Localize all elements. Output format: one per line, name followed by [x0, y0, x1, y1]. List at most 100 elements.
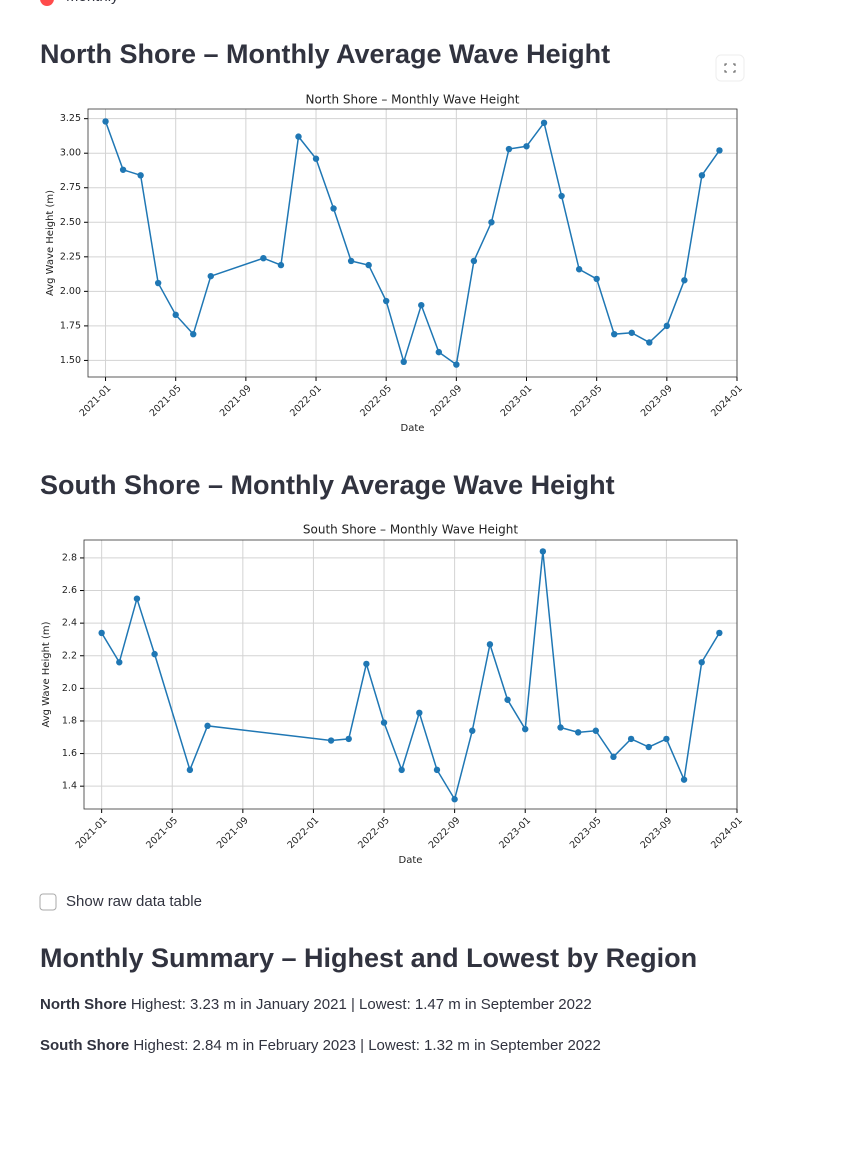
data-point	[486, 641, 494, 648]
summary-title: Monthly Summary – Highest and Lowest by …	[40, 943, 697, 973]
data-point	[574, 729, 582, 736]
data-point	[347, 257, 355, 265]
x-tick-label: 2021-09	[218, 383, 254, 419]
data-point	[137, 172, 144, 179]
data-point	[363, 660, 370, 668]
fullscreen-button[interactable]	[715, 54, 745, 82]
y-tick-label: 2.8	[62, 552, 77, 563]
data-point	[539, 548, 547, 555]
x-axis-label: Date	[401, 423, 425, 434]
y-tick-label: 2.2	[62, 650, 77, 661]
radio-dot[interactable]	[40, 0, 54, 6]
data-point	[680, 776, 688, 783]
data-point	[398, 766, 405, 774]
data-point	[345, 735, 352, 743]
data-point	[611, 330, 618, 338]
data-point	[716, 147, 723, 154]
y-tick-label: 3.00	[60, 148, 81, 159]
data-point	[151, 650, 158, 658]
x-tick-label: 2023-05	[568, 815, 604, 851]
y-tick-label: 2.6	[62, 585, 77, 596]
data-point	[628, 329, 635, 336]
x-tick-label: 2024-01	[709, 383, 745, 419]
data-point	[627, 735, 635, 743]
x-tick-label: 2022-09	[428, 383, 464, 419]
data-point	[204, 722, 211, 730]
data-point	[190, 330, 197, 338]
data-point	[119, 166, 127, 173]
x-tick-label: 2021-05	[144, 815, 180, 851]
data-point	[557, 724, 564, 731]
radio-label[interactable]: Monthly	[66, 0, 119, 5]
data-point	[260, 254, 267, 262]
data-point	[154, 279, 162, 287]
data-point	[593, 275, 600, 283]
checkbox-label[interactable]: Show raw data table	[66, 893, 202, 910]
checkbox[interactable]	[39, 893, 57, 911]
data-point	[207, 272, 214, 280]
summary-text: Highest: 2.84 m in February 2023 | Lowes…	[133, 1037, 601, 1054]
x-tick-label: 2023-01	[497, 815, 533, 851]
data-point	[523, 143, 530, 150]
data-point	[469, 727, 476, 734]
y-tick-label: 2.4	[62, 618, 77, 629]
data-point	[558, 192, 565, 200]
data-point	[681, 277, 688, 284]
x-tick-label: 2022-09	[427, 815, 463, 851]
data-point	[418, 301, 425, 309]
x-tick-label: 2023-01	[499, 383, 535, 419]
data-point	[698, 659, 705, 666]
data-point	[610, 753, 617, 761]
plot-frame	[87, 108, 738, 378]
y-tick-label: 2.00	[60, 286, 81, 297]
data-point	[116, 659, 123, 666]
data-point	[592, 727, 600, 734]
data-point	[295, 133, 302, 140]
x-tick-label: 2021-05	[148, 383, 184, 419]
data-point	[400, 358, 407, 366]
region: North Shore	[40, 996, 127, 1013]
x-tick-label: 2021-09	[215, 815, 251, 851]
y-tick-label: 1.75	[60, 320, 81, 331]
heading: North Shore – Monthly Average Wave Heigh…	[40, 39, 610, 69]
x-tick-label: 2022-05	[356, 815, 392, 851]
data-point	[698, 172, 706, 179]
data-point	[416, 709, 423, 717]
data-point	[172, 311, 179, 319]
x-tick-label: 2022-05	[358, 383, 394, 419]
y-tick-label: 2.50	[60, 217, 81, 228]
data-point	[330, 205, 337, 212]
x-axis-label: Date	[399, 855, 423, 866]
data-point	[646, 339, 653, 346]
data-point	[435, 348, 443, 356]
data-point	[327, 737, 335, 744]
x-tick-label: 2022-01	[285, 815, 321, 851]
data-point	[663, 735, 670, 743]
data-line	[104, 121, 721, 366]
data-point	[186, 766, 194, 774]
data-point	[365, 261, 372, 269]
y-tick-label: 2.25	[60, 251, 81, 262]
x-tick-label: 2021-01	[78, 383, 114, 419]
chart-title: South Shore – Monthly Wave Height	[303, 523, 519, 537]
summary-row: North Shore Highest: 3.23 m in January 2…	[40, 996, 592, 1013]
data-point	[451, 796, 458, 803]
data-point	[382, 297, 390, 305]
data-point	[504, 696, 511, 703]
summary-row: South Shore Highest: 2.84 m in February …	[40, 1037, 601, 1054]
plot-frame	[83, 539, 738, 810]
heading: South Shore – Monthly Average Wave Heigh…	[40, 470, 615, 500]
data-point	[645, 743, 652, 751]
data-point	[470, 257, 478, 265]
data-point	[488, 219, 495, 226]
data-point	[277, 261, 285, 269]
data-point	[575, 266, 583, 273]
x-tick-label: 2023-09	[639, 383, 675, 419]
data-point	[102, 118, 109, 125]
summary-text: Highest: 3.23 m in January 2021 | Lowest…	[131, 996, 592, 1013]
x-tick-label: 2023-05	[569, 383, 605, 419]
y-axis-label: Avg Wave Height (m)	[41, 621, 52, 727]
data-point	[380, 719, 388, 726]
y-tick-label: 1.4	[62, 781, 77, 792]
